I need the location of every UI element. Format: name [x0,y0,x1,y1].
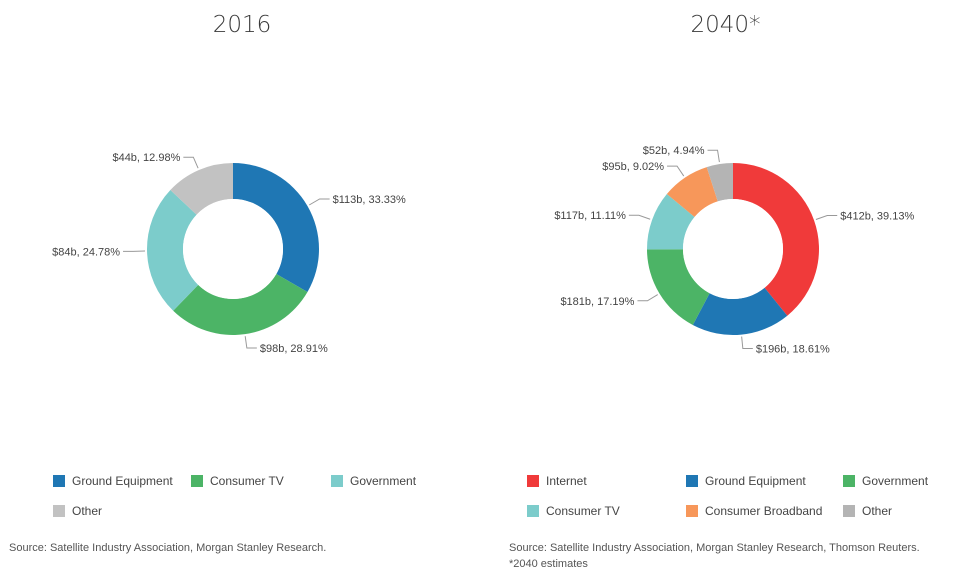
legend-swatch [843,505,855,517]
data-label: $113b, 33.33% [333,194,406,206]
data-label: $117b, 11.11% [554,210,626,222]
leader-line [637,294,658,302]
slice-ground-equipment [692,287,788,335]
legend-item: Other [843,504,892,518]
chart-title: 2016 [212,12,272,38]
legend-label: Other [862,504,893,518]
leader-line [628,214,651,220]
legend-item: Consumer Broadband [686,504,822,518]
data-label: $44b, 12.98% [112,152,180,164]
donut-chart: $412b, 39.13% $196b, 18.61% $181b, 17.19% $… [554,145,914,356]
legend-item: Other [53,504,102,518]
leader-line [667,165,685,177]
legend-swatch [686,475,698,487]
legend-label: Consumer TV [210,474,284,488]
data-label: $412b, 39.13% [840,210,914,222]
legend-label: Government [350,474,417,488]
legend-label: Consumer TV [546,504,620,518]
chart-2040: 2040* $412b, 39.13% $196b, 18.61% $181b, 1… [484,0,967,580]
legend-item: Government [331,474,416,488]
legend-swatch [527,475,539,487]
donut-hole [683,199,783,299]
data-label: $95b, 9.02% [602,161,664,173]
data-label: $52b, 4.94% [643,145,705,157]
slice-ground-equipment [233,163,319,292]
legend-item: Consumer TV [527,504,620,518]
chart-2016: 2016 $113b, 33.33% $98b, 28.91% $84b, 24.7… [9,12,416,554]
legend-swatch [527,505,539,517]
slice-government [146,190,199,311]
legend-swatch [686,505,698,517]
leader-line [741,336,753,350]
slice-consumer-tv [647,194,695,250]
legend-swatch [53,475,65,487]
legend-label: Ground Equipment [705,474,806,488]
slice-consumer-tv [173,274,308,336]
legend-item: Internet [527,474,587,488]
legend-label: Government [862,474,929,488]
slice-internet [733,163,819,316]
legend-swatch [331,475,343,487]
slice-consumer-broadband [666,167,718,218]
slice-other [170,163,233,215]
legend-label: Consumer Broadband [705,504,823,518]
legend-label: Internet [546,474,587,488]
leader-line [244,336,257,349]
slice-other [706,163,733,202]
leader-line [183,156,199,169]
data-label: $98b, 28.91% [260,343,328,355]
legend-swatch [53,505,65,517]
slice-government [647,249,710,326]
legend-label: Ground Equipment [72,474,173,488]
leader-line [815,214,838,220]
legend-item: Government [843,474,928,488]
leader-line [707,149,720,163]
legend-swatch [191,475,203,487]
source-note: Source: Satellite Industry Association, … [509,542,920,570]
legend-item: Ground Equipment [686,474,806,488]
legend-item: Consumer TV [191,474,284,488]
legend-label: Other [72,504,103,518]
data-label: $84b, 24.78% [52,246,120,258]
donut-chart: $113b, 33.33% $98b, 28.91% $84b, 24.78% $44… [52,152,406,355]
source-note: Source: Satellite Industry Association, … [9,542,327,554]
legend-swatch [843,475,855,487]
chart-title: 2040* [690,12,761,38]
donut-hole [183,199,283,299]
data-label: $196b, 18.61% [756,344,830,356]
data-label: $181b, 17.19% [560,296,634,308]
leader-line [308,198,330,206]
legend-item: Ground Equipment [53,474,173,488]
